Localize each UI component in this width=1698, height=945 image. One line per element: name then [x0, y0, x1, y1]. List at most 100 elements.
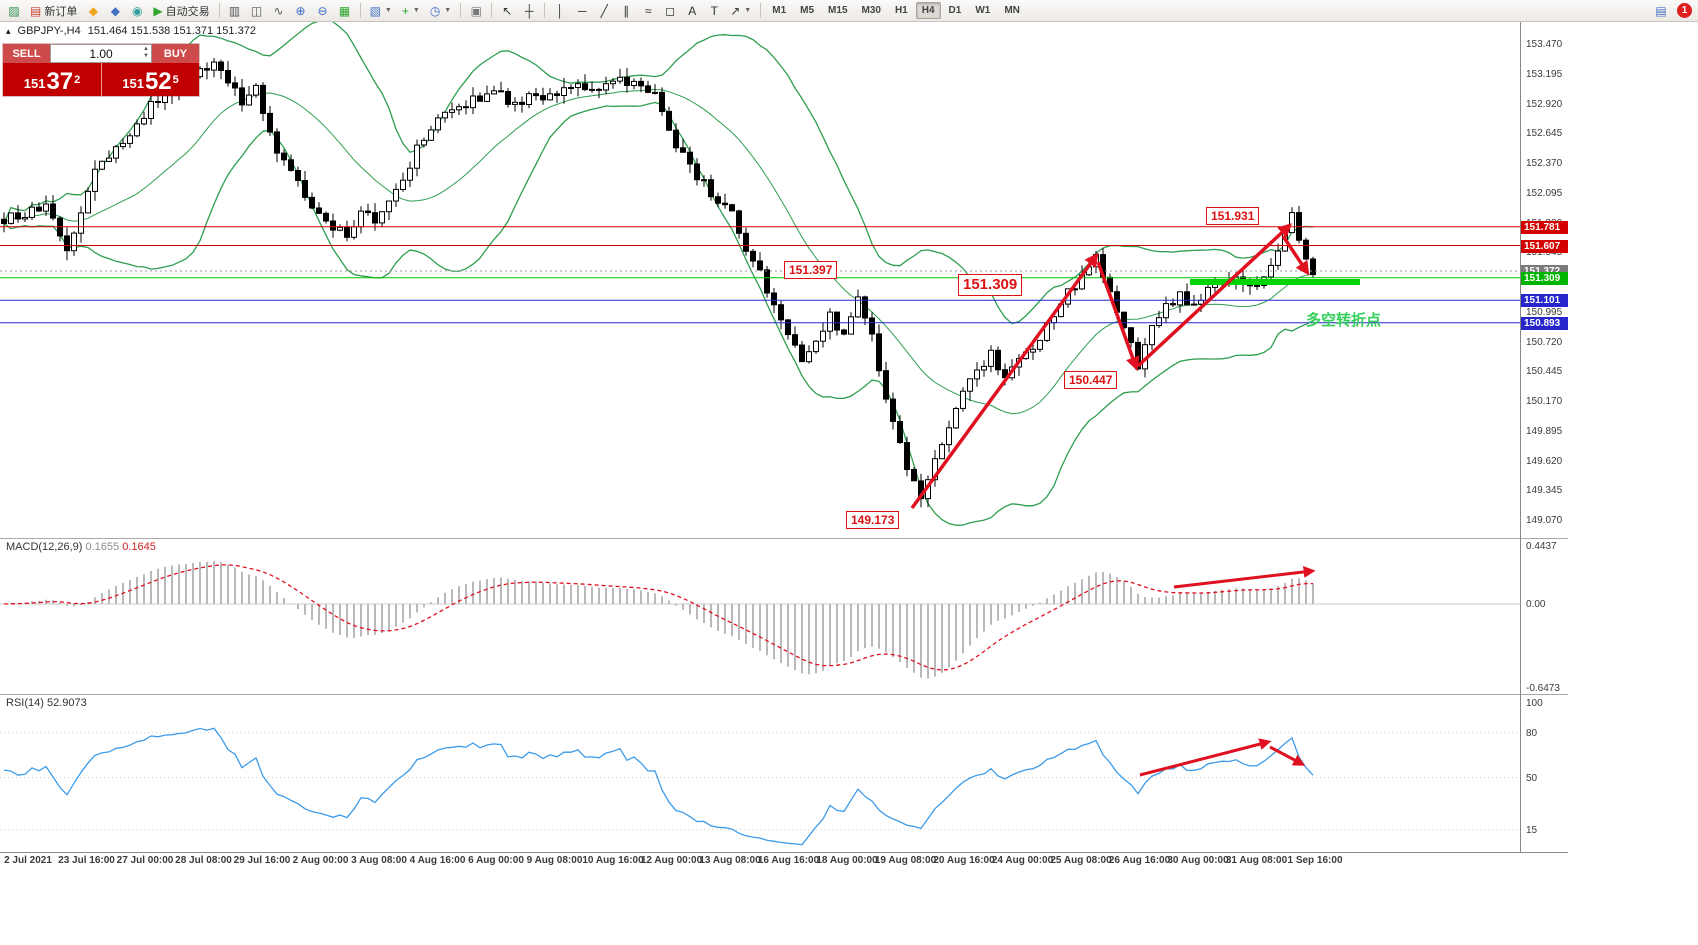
templates-icon-glyph: ▣ [470, 3, 482, 18]
line-chart-type-icon[interactable]: ∿ [269, 2, 289, 20]
sell-price-pips: 37 [46, 68, 74, 95]
templates-icon[interactable]: ▣ [466, 2, 486, 20]
timeframe-m30[interactable]: M30 [861, 5, 881, 16]
timeframe-m1[interactable]: M1 [772, 5, 787, 16]
autotrading-button-label: 自动交易 [165, 5, 210, 18]
sell-price-button[interactable]: 151 37 2 [3, 63, 101, 96]
label-icon[interactable]: T [704, 2, 724, 20]
price-tick: 150.995 [1526, 306, 1563, 318]
horizontal-line-icon[interactable]: ─ [572, 2, 592, 20]
notification-badge[interactable]: 1 [1677, 3, 1692, 18]
app-chart-icon[interactable]: ▨ [4, 2, 24, 20]
metaeditor-icon[interactable]: ◆ [83, 2, 103, 20]
volume-down-icon[interactable]: ▼ [143, 53, 149, 59]
periods-icon-glyph: ◷ [429, 3, 441, 18]
toolbar-separator [218, 3, 220, 18]
periods-icon[interactable]: ◷ ▼ [426, 2, 455, 20]
cursor-icon-glyph: ↖ [502, 3, 513, 18]
fibonacci-icon-glyph: ≈ [644, 3, 652, 18]
trendline-icon[interactable]: ╱ [594, 2, 614, 20]
arrows-tool-icon-glyph: ↗ [730, 3, 741, 18]
rsi-arrow[interactable] [1269, 745, 1306, 766]
time-tick: 19 Aug 08:00 [874, 855, 937, 866]
price-tick: 149.345 [1526, 485, 1563, 497]
indicators-icon[interactable]: + ▼ [398, 2, 424, 20]
text-icon[interactable]: A [682, 2, 702, 20]
macd-tick: 0.4437 [1526, 541, 1557, 553]
toolbar-separator [460, 3, 462, 18]
rsi-tick: 15 [1526, 824, 1538, 836]
macd-tick: -0.6473 [1526, 683, 1560, 695]
chart-window-icon[interactable]: ▤ [1651, 2, 1671, 20]
price-tick: 150.170 [1526, 396, 1563, 407]
timeframe-mn[interactable]: MN [1004, 5, 1020, 16]
new-chart-icon[interactable]: ▧ ▼ [366, 2, 396, 20]
tile-windows-icon[interactable]: ▦ [335, 2, 355, 20]
horizontal-line-icon-glyph: ─ [577, 3, 587, 18]
timeframe-w1[interactable]: W1 [975, 5, 991, 16]
buy-price-button[interactable]: 151 52 5 [101, 63, 199, 96]
app-chart-icon-glyph: ▨ [8, 3, 20, 18]
sell-price-prefix: 151 [23, 76, 46, 91]
new-chart-icon-dropdown-icon[interactable]: ▼ [384, 7, 392, 14]
new-order-button[interactable]: ▤ 新订单 [26, 2, 81, 20]
zoom-out-icon[interactable]: ⊖ [313, 2, 333, 20]
market-icon[interactable]: ◆ [105, 2, 125, 20]
channel-icon[interactable]: ∥ [616, 2, 636, 20]
cursor-icon[interactable]: ↖ [497, 2, 517, 20]
trend-arrow[interactable] [910, 252, 1099, 510]
vertical-line-icon[interactable]: │ [550, 2, 570, 20]
autotrading-button[interactable]: ▶ 自动交易 [149, 2, 213, 20]
macd-name: MACD(12,26,9) [6, 541, 83, 553]
arrows-tool-icon-dropdown-icon[interactable]: ▼ [744, 7, 752, 14]
arrows-tool-icon[interactable]: ↗ ▼ [726, 2, 755, 20]
toolbar-right-group: ▤ 1 [1651, 2, 1694, 20]
bar-chart-type-icon-glyph: ▥ [228, 3, 241, 18]
text-icon-glyph: A [688, 3, 697, 18]
volume-input[interactable]: 1.00 ▲ ▼ [50, 44, 152, 63]
indicators-icon-dropdown-icon[interactable]: ▼ [412, 7, 420, 14]
time-tick: 18 Aug 00:00 [816, 855, 878, 866]
bar-chart-type-icon[interactable]: ▥ [225, 2, 245, 20]
time-tick: 10 Aug 16:00 [582, 855, 644, 866]
timeframe-d1[interactable]: D1 [948, 5, 962, 16]
trend-arrow[interactable] [1096, 261, 1140, 371]
sell-price-fraction: 2 [74, 74, 81, 86]
signals-icon[interactable]: ◉ [127, 2, 147, 20]
time-tick: 4 Aug 16:00 [409, 855, 466, 866]
candlestick-type-icon[interactable]: ◫ [247, 2, 267, 20]
rsi-arrow[interactable] [1139, 738, 1272, 777]
timeframe-h1[interactable]: H1 [894, 5, 908, 16]
zoom-in-icon[interactable]: ⊕ [291, 2, 311, 20]
price-tick: 150.445 [1526, 366, 1563, 378]
time-tick: 12 Aug 00:00 [640, 855, 703, 866]
new-order-button-label: 新订单 [44, 5, 78, 18]
buy-button[interactable]: BUY [152, 44, 199, 63]
timeframe-m5[interactable]: M5 [800, 5, 815, 16]
time-tick: 20 Aug 16:00 [933, 855, 995, 866]
timeframe-m15[interactable]: M15 [828, 5, 848, 16]
main-toolbar: ▨ ▤ 新订单 ◆ ◆ ◉ ▶ 自动交易 ▥ ◫ ∿ ⊕ ⊖ ▦ ▧ ▼ + ▼ ◷ ▼ ▣ ↖ ┼ │ ─ ╱ ∥ ≈ ◻ A T ↗ ▼ M1… [0, 0, 1698, 22]
crosshair-icon-glyph: ┼ [524, 3, 534, 18]
trend-arrow[interactable] [1281, 235, 1310, 276]
fibonacci-icon[interactable]: ≈ [638, 2, 658, 20]
rsi-indicator-label: RSI(14) 52.9073 [6, 697, 87, 709]
price-tag-151.781: 151.781 [1521, 220, 1568, 234]
market-icon-glyph: ◆ [110, 3, 120, 18]
timeframe-h4[interactable]: H4 [915, 2, 941, 19]
volume-up-icon[interactable]: ▲ [143, 46, 149, 52]
symbol-icon: ▴ [6, 25, 11, 36]
volume-spinner[interactable]: ▲ ▼ [143, 46, 149, 60]
trend-arrow[interactable] [1136, 223, 1293, 368]
shapes-icon[interactable]: ◻ [660, 2, 680, 20]
metaeditor-icon-glyph: ◆ [88, 3, 98, 18]
time-tick: 24 Aug 00:00 [991, 855, 1054, 866]
sell-button[interactable]: SELL [3, 44, 50, 63]
macd-arrow[interactable] [1173, 566, 1316, 589]
toolbar-separator [544, 3, 546, 18]
periods-icon-dropdown-icon[interactable]: ▼ [444, 7, 452, 14]
crosshair-icon[interactable]: ┼ [519, 2, 539, 20]
price-tick: 153.195 [1526, 68, 1563, 80]
